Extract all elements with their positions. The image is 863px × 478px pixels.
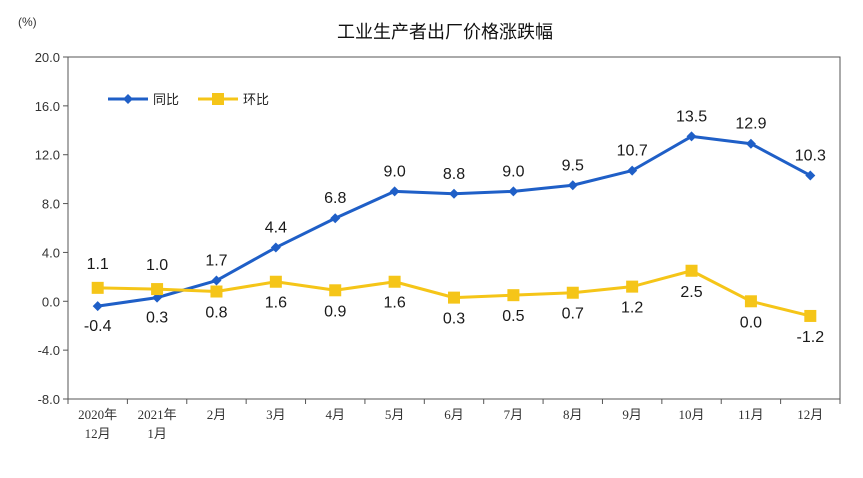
data-label: 0.7 [562, 306, 584, 323]
y-tick-label: 0.0 [42, 294, 60, 309]
y-tick-label: 4.0 [42, 245, 60, 260]
data-label: 4.4 [265, 220, 287, 237]
data-label: 13.5 [676, 108, 707, 125]
plot-frame [67, 56, 841, 400]
y-tick-label: 16.0 [35, 99, 60, 114]
legend-marker-mom [212, 93, 224, 105]
data-label: 9.0 [383, 163, 405, 180]
data-point-square [685, 264, 698, 277]
data-point-square [507, 289, 520, 302]
y-tick-label: -4.0 [38, 343, 60, 358]
data-point-square [448, 291, 460, 304]
data-point-diamond [152, 292, 163, 303]
data-point-square [744, 295, 757, 308]
data-point-diamond [745, 138, 756, 149]
legend-label-yoy: 同比 [153, 93, 179, 108]
data-point-diamond [270, 242, 281, 253]
data-point-square [329, 284, 342, 297]
data-point-diamond [686, 131, 697, 142]
data-point-diamond [567, 180, 578, 191]
data-label: 6.8 [324, 190, 346, 207]
data-point-square [91, 281, 104, 294]
axes: 20.0 16.0 12.0 8.0 4.0 0.0 -4.0 -8.0 2020年 12月 202… [35, 50, 841, 441]
x-tick-label: 11月 [738, 407, 764, 422]
y-tick-label: -8.0 [38, 392, 60, 407]
data-label: 1.7 [205, 253, 227, 270]
data-point-square [626, 280, 639, 293]
data-label: -0.4 [84, 318, 112, 335]
series-line [97, 134, 812, 308]
data-point-square [210, 285, 223, 298]
data-label: 0.8 [205, 305, 227, 322]
data-point-square [269, 275, 282, 288]
x-tick-label: 7月 [504, 407, 524, 422]
legend-marker-yoy [123, 94, 133, 104]
data-label: 9.0 [502, 163, 524, 180]
legend: 同比 环比 [108, 93, 269, 108]
data-point-diamond [389, 186, 400, 197]
x-tick-label: 8月 [563, 407, 583, 422]
data-label: -1.2 [797, 329, 825, 346]
x-tick-label: 6月 [444, 407, 464, 422]
data-label: 1.6 [265, 295, 287, 312]
y-axis-unit: (%) [18, 15, 37, 29]
data-label: 0.3 [443, 311, 465, 328]
data-label: 10.3 [795, 147, 826, 164]
x-tick-label: 10月 [679, 407, 705, 422]
data-point-square [566, 286, 579, 299]
data-point-diamond [449, 188, 459, 199]
data-label: 8.8 [443, 166, 465, 183]
x-tick-label: 2021年 1月 [138, 407, 177, 441]
data-point-diamond [211, 275, 222, 286]
data-point-diamond [330, 213, 341, 224]
legend-label-mom: 环比 [243, 93, 269, 108]
series-layer: -0.4 0.3 1.7 4.4 6.8 9.0 8.8 9.0 9.5 10.7 13.5 12.9… [84, 108, 826, 346]
data-label: 9.5 [562, 157, 584, 174]
data-label: 0.9 [324, 303, 346, 320]
x-tick-label: 9月 [622, 407, 642, 422]
data-label: 1.6 [383, 295, 405, 312]
x-tick-label: 12月 [797, 407, 823, 422]
series-yoy: -0.4 0.3 1.7 4.4 6.8 9.0 8.8 9.0 9.5 10.7 13.5 12.9… [84, 108, 826, 335]
data-label: 0.0 [740, 314, 762, 331]
data-point-diamond [92, 301, 103, 312]
x-tick-label: 4月 [325, 407, 345, 422]
data-label: 2.5 [680, 284, 702, 301]
data-label: 0.5 [502, 308, 524, 325]
series-mom: 1.1 1.0 0.8 1.6 0.9 1.6 0.3 0.5 0.7 1.2 2.5 0.0 -1.2 [87, 256, 825, 346]
data-point-diamond [805, 170, 816, 181]
data-label: 0.3 [146, 310, 168, 327]
y-tick-label: 20.0 [35, 50, 60, 65]
data-point-diamond [627, 165, 638, 176]
data-label: 1.2 [621, 300, 643, 317]
x-tick-label: 2020年 12月 [78, 407, 117, 441]
data-point-square [151, 283, 164, 296]
data-point-diamond [508, 186, 519, 197]
data-label: 1.0 [146, 257, 168, 274]
y-tick-label: 12.0 [35, 148, 60, 163]
y-tick-label: 8.0 [42, 197, 60, 212]
data-label: 12.9 [735, 116, 766, 133]
chart-title: 工业生产者出厂价格涨跌幅 [337, 22, 553, 43]
x-tick-label: 2月 [207, 407, 227, 422]
x-tick-label: 5月 [385, 407, 405, 422]
data-point-square [804, 309, 817, 322]
data-label: 10.7 [617, 143, 648, 160]
data-label: 1.1 [87, 256, 109, 273]
data-point-square [388, 275, 401, 288]
x-tick-label: 3月 [266, 407, 286, 422]
